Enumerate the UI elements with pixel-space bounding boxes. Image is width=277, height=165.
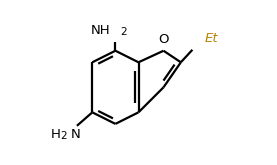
Text: N: N (71, 128, 81, 141)
Text: NH: NH (91, 24, 111, 37)
Text: O: O (158, 33, 169, 46)
Text: 2: 2 (120, 27, 127, 37)
Text: 2: 2 (60, 131, 67, 141)
Text: Et: Et (205, 32, 219, 45)
Text: H: H (51, 128, 61, 141)
